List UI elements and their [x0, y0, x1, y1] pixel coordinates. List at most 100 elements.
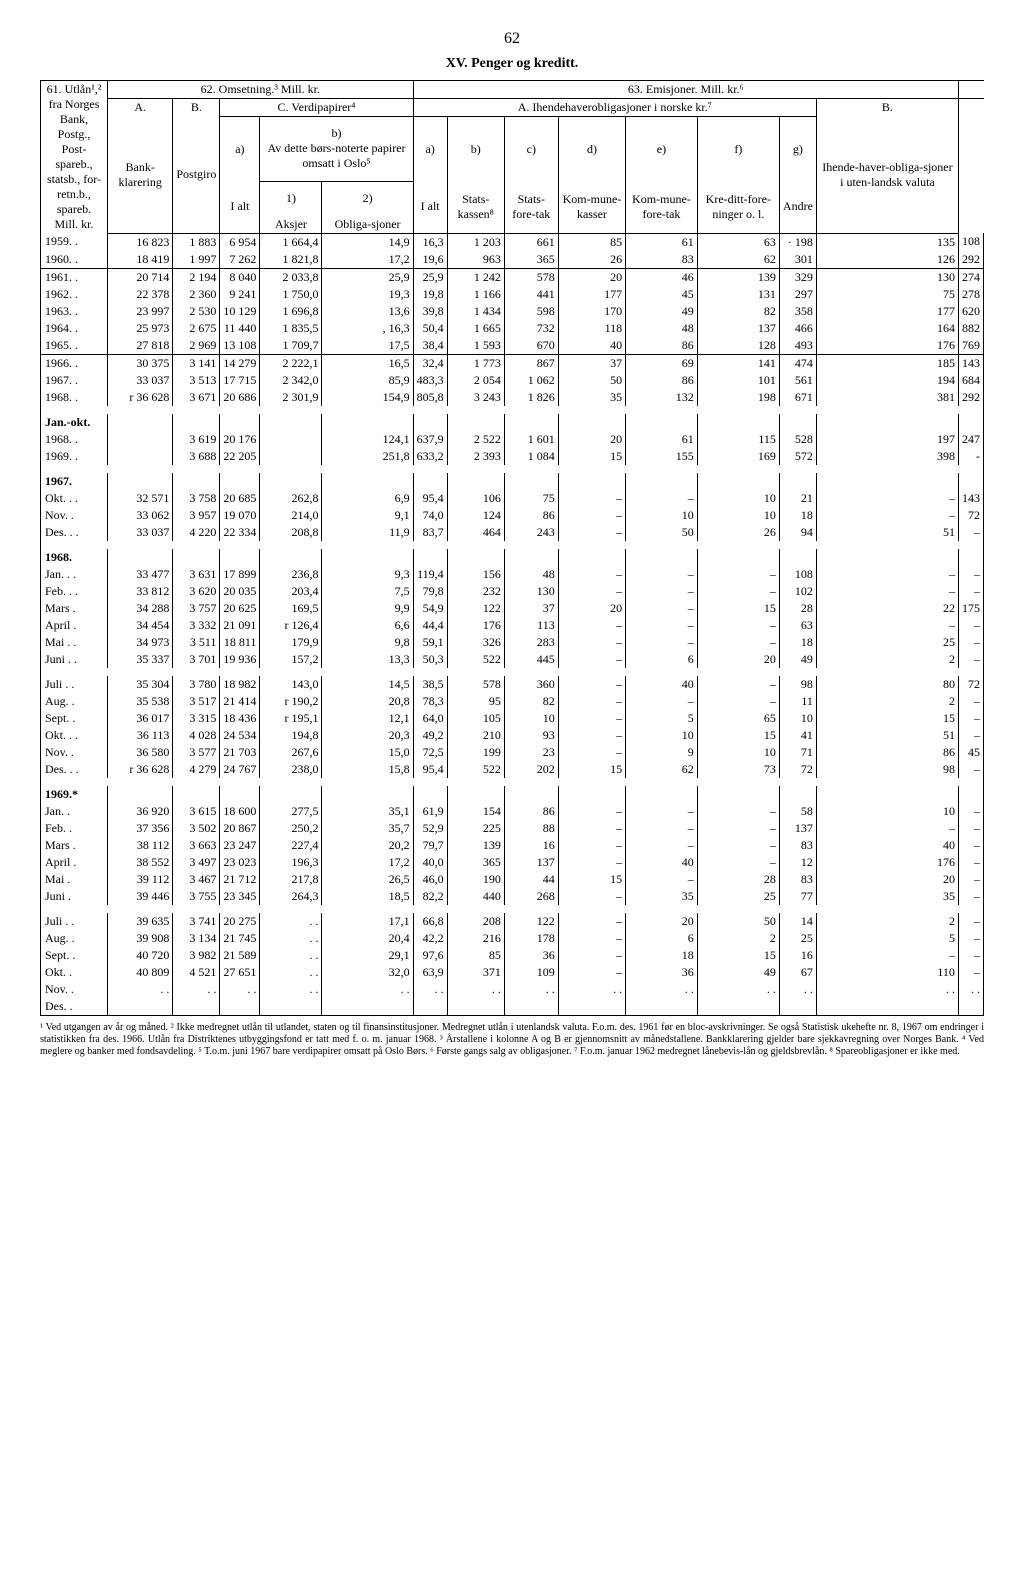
cell: 46 — [626, 268, 698, 286]
cell: 18 419 — [108, 251, 173, 269]
cell: – — [958, 566, 983, 583]
row-year: 1967. . — [41, 372, 108, 389]
cell: – — [697, 693, 779, 710]
cell: 445 — [504, 651, 558, 668]
cell: 135 — [816, 233, 958, 251]
cell: – — [558, 693, 625, 710]
cell: 71 — [779, 744, 816, 761]
cell: 33 062 — [108, 507, 173, 524]
cell: 62 — [626, 761, 698, 778]
cell: 21 589 — [220, 947, 260, 964]
cell: – — [816, 490, 958, 507]
cell: – — [958, 964, 983, 981]
cell: – — [958, 617, 983, 634]
cell: 3 467 — [173, 871, 220, 888]
cell: 97,6 — [413, 947, 447, 964]
cell: – — [958, 913, 983, 930]
cell: 175 — [958, 600, 983, 617]
cell: 48 — [504, 566, 558, 583]
cell: 22 205 — [220, 448, 260, 465]
cell: 50,3 — [413, 651, 447, 668]
cell: 17,5 — [322, 337, 413, 355]
cell: 82,2 — [413, 888, 447, 905]
cell: 805,8 — [413, 389, 447, 406]
cell: 38,4 — [413, 337, 447, 355]
cell: . . — [260, 981, 322, 998]
cell: 79,8 — [413, 583, 447, 600]
cell: 1 696,8 — [260, 303, 322, 320]
cell: 164 — [816, 320, 958, 337]
cell: 109 — [504, 964, 558, 981]
hdr-B: B. — [173, 99, 220, 117]
cell: – — [626, 566, 698, 583]
cell: 40,0 — [413, 854, 447, 871]
cell: 34 454 — [108, 617, 173, 634]
cell: 39 112 — [108, 871, 173, 888]
cell: 225 — [447, 820, 504, 837]
cell: 46,0 — [413, 871, 447, 888]
cell: 82 — [504, 693, 558, 710]
cell: – — [558, 490, 625, 507]
cell: 94 — [779, 524, 816, 541]
cell: 39 635 — [108, 913, 173, 930]
cell: – — [626, 490, 698, 507]
cell: 262,8 — [260, 490, 322, 507]
cell: – — [816, 566, 958, 583]
cell: – — [626, 693, 698, 710]
cell: 24 534 — [220, 727, 260, 744]
hdr-bank: Bank-klarering — [108, 117, 173, 234]
cell: 25,9 — [413, 268, 447, 286]
cell: 113 — [504, 617, 558, 634]
row-year: 1969. . — [41, 448, 108, 465]
cell: 21 745 — [220, 930, 260, 947]
cell: 20,4 — [322, 930, 413, 947]
cell: 83 — [779, 871, 816, 888]
cell: , 16,3 — [322, 320, 413, 337]
cell: 105 — [447, 710, 504, 727]
cell: 35 — [558, 389, 625, 406]
cell: 251,8 — [322, 448, 413, 465]
row-year: 1966. . — [41, 354, 108, 372]
section-label: 1968. — [41, 549, 108, 566]
cell: – — [626, 820, 698, 837]
cell: 483,3 — [413, 372, 447, 389]
cell: 185 — [816, 354, 958, 372]
cell: 34 973 — [108, 634, 173, 651]
cell: – — [558, 507, 625, 524]
cell: 732 — [504, 320, 558, 337]
cell: 85 — [447, 947, 504, 964]
cell: 661 — [504, 233, 558, 251]
cell: 38 112 — [108, 837, 173, 854]
cell: 50 — [626, 524, 698, 541]
cell: 1 709,7 — [260, 337, 322, 355]
hdr-post: Postgiro — [173, 117, 220, 234]
cell: 3 982 — [173, 947, 220, 964]
row-year: Juni . . — [41, 651, 108, 668]
cell: – — [958, 710, 983, 727]
cell: 50,4 — [413, 320, 447, 337]
cell: 26,5 — [322, 871, 413, 888]
cell: 20,3 — [322, 727, 413, 744]
cell: 63,9 — [413, 964, 447, 981]
cell: 36 920 — [108, 803, 173, 820]
cell: 7,5 — [322, 583, 413, 600]
cell: 18 — [779, 634, 816, 651]
cell: 2 969 — [173, 337, 220, 355]
cell: 15 — [558, 761, 625, 778]
cell: 176 — [816, 854, 958, 871]
cell: 21 091 — [220, 617, 260, 634]
col-63: 63. Emisjoner. Mill. kr.⁶ — [413, 81, 958, 99]
cell: – — [558, 930, 625, 947]
cell: 11 440 — [220, 320, 260, 337]
cell: 130 — [504, 583, 558, 600]
cell: – — [558, 913, 625, 930]
cell: 217,8 — [260, 871, 322, 888]
cell — [413, 998, 447, 1016]
cell: 25 — [816, 634, 958, 651]
cell — [697, 998, 779, 1016]
cell: 2 393 — [447, 448, 504, 465]
cell: 51 — [816, 524, 958, 541]
cell: 1 203 — [447, 233, 504, 251]
cell: 33 037 — [108, 524, 173, 541]
cell: 28 — [779, 600, 816, 617]
